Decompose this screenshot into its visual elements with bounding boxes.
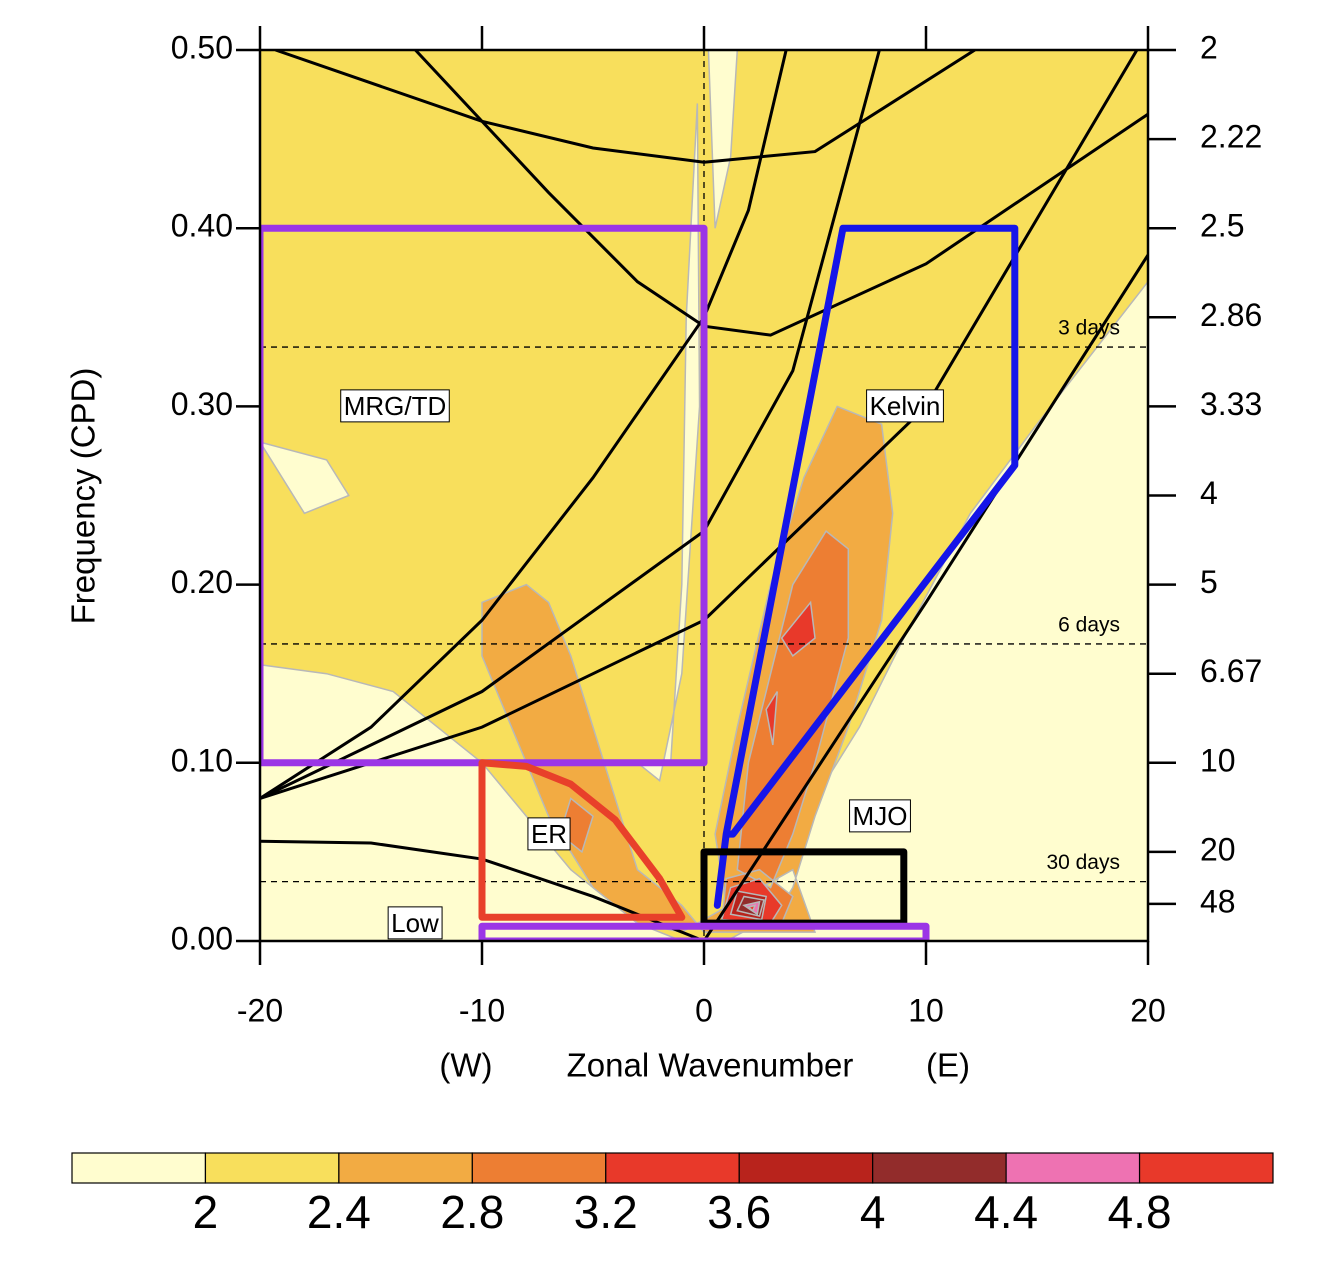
colorbar-label: 4.8 [1108,1186,1172,1238]
colorbar-box [71,1152,207,1184]
region-label: Low [391,908,439,938]
y2-tick-label: 2.5 [1200,208,1244,244]
region-box [478,922,930,941]
y2-tick-label: 6.67 [1200,653,1262,689]
y2-tick-label: 2 [1200,29,1218,65]
colorbar-label: 4 [860,1186,886,1238]
region-label: MJO [853,801,908,831]
y2-tick-label: 48 [1200,883,1236,919]
colorbar-box [738,1152,874,1184]
colorbar-box [605,1152,740,1184]
x-tick-label: 0 [695,992,713,1028]
colorbar-box [872,1152,1007,1184]
region-label: ER [531,819,567,849]
region-label-box [527,817,571,851]
period-label: 3 days [1058,317,1120,340]
colorbar-label: 4.4 [974,1186,1038,1238]
y2-tick-label: 4 [1200,475,1218,511]
y2-tick-label: 3.33 [1200,386,1262,422]
x-axis-title: Zonal Wavenumber [567,1047,854,1084]
x-tick-label: 20 [1130,992,1166,1028]
dispersion-curve [260,50,788,800]
colorbar-label: 3.6 [707,1186,771,1238]
colorbar-box [204,1152,340,1184]
region-label-box [340,389,450,423]
period-label: 6 days [1058,613,1120,636]
colorbar-label: 2 [193,1186,219,1238]
y2-tick-label: 2.86 [1200,297,1262,333]
region-box [713,224,1019,909]
y2-tick-label: 2.22 [1200,119,1262,155]
axes-layer: 3 days 6 days 30 days MRG/TD Kelvin ER MJO Low -… [171,26,1262,1028]
colorbar-label: 3.2 [574,1186,638,1238]
y-tick-label: 0.30 [171,386,233,422]
colorbar-box [1138,1152,1274,1184]
x-axis-left: (W) [439,1047,492,1084]
x-tick-label: 10 [908,992,944,1028]
region-label-box [849,799,911,833]
x-tick-label: -20 [237,992,283,1028]
colorbar-box [1005,1152,1141,1184]
y2-tick-label: 5 [1200,564,1218,600]
y-tick-label: 0.20 [171,564,233,600]
region-label-box [387,906,443,940]
overlay-layer [260,50,1148,941]
x-axis-right: (E) [926,1047,970,1084]
y-tick-label: 0.10 [171,742,233,778]
y2-tick-label: 20 [1200,831,1236,867]
contour-fill [746,904,757,912]
y-tick-label: 0.50 [171,29,233,65]
region-box [260,224,708,767]
colorbar-label: 2.8 [440,1186,504,1238]
colorbar-label: 2.4 [307,1186,371,1238]
y-axis-title: Frequency (CPD) [65,368,102,625]
region-box [478,759,686,921]
y2-tick-label: 10 [1200,742,1236,778]
dispersion-curve [275,50,976,164]
period-label: 30 days [1046,851,1120,874]
y-tick-label: 0.40 [171,208,233,244]
contour-fill [720,600,816,924]
region-label: Kelvin [870,391,941,421]
dispersion-curve [702,254,1148,941]
region-label: MRG/TD [344,391,447,421]
colorbar-box [471,1152,607,1184]
x-tick-label: -10 [459,992,505,1028]
region-label-box [866,389,944,423]
colorbar-box [338,1152,473,1184]
y-tick-label: 0.00 [171,920,233,956]
